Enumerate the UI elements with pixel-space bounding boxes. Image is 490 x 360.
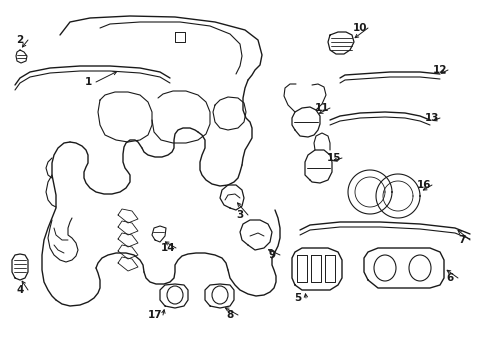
Text: 5: 5 <box>294 293 302 303</box>
Text: 8: 8 <box>226 310 234 320</box>
Text: 17: 17 <box>147 310 162 320</box>
Text: 6: 6 <box>446 273 454 283</box>
Text: 10: 10 <box>353 23 367 33</box>
Text: 2: 2 <box>16 35 24 45</box>
Text: 1: 1 <box>84 77 92 87</box>
Text: 13: 13 <box>425 113 439 123</box>
Text: 16: 16 <box>417 180 431 190</box>
Text: 9: 9 <box>269 250 275 260</box>
Text: 3: 3 <box>236 210 244 220</box>
Text: 11: 11 <box>315 103 329 113</box>
Text: 12: 12 <box>433 65 447 75</box>
Text: 15: 15 <box>327 153 341 163</box>
Text: 7: 7 <box>458 235 466 245</box>
Text: 4: 4 <box>16 285 24 295</box>
Text: 14: 14 <box>161 243 175 253</box>
